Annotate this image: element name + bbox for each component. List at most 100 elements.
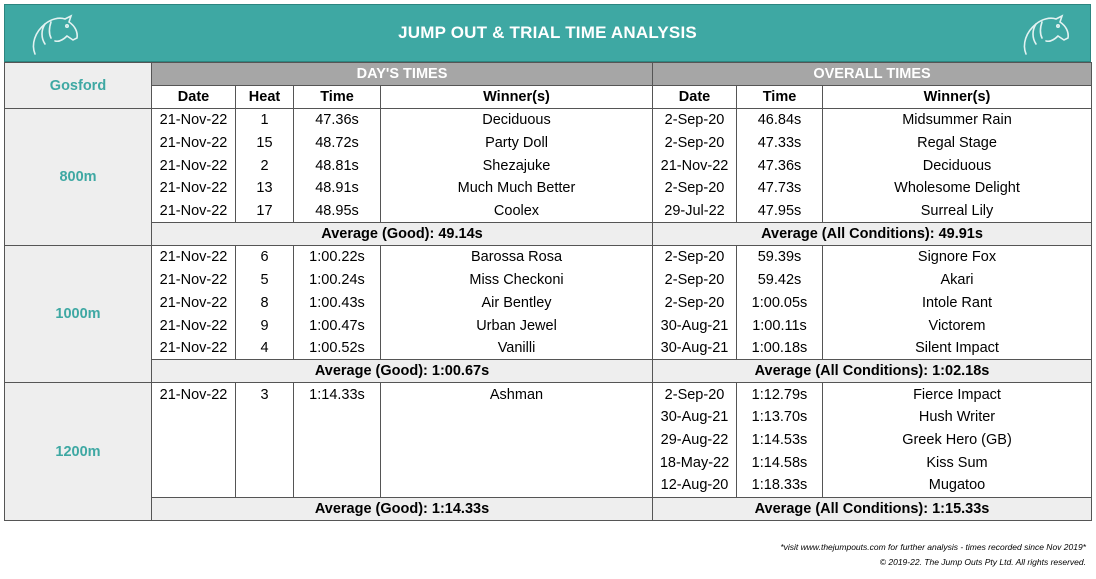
overall-date-cell: 30-Aug-21	[652, 405, 737, 429]
day-average: Average (Good): 1:00.67s	[151, 359, 653, 384]
column-header: Date	[151, 85, 236, 109]
day-date-cell: 21-Nov-22	[151, 177, 236, 200]
day-average: Average (Good): 1:14.33s	[151, 496, 653, 521]
column-header: Winner(s)	[380, 85, 653, 109]
overall-winner-cell: Midsummer Rain	[821, 108, 1093, 132]
overall-date-cell: 2-Sep-20	[652, 291, 737, 315]
day-heat-cell: 4	[235, 337, 294, 360]
day-heat-cell	[235, 451, 294, 475]
day-time-cell: 1:00.22s	[293, 245, 381, 269]
page-title: JUMP OUT & TRIAL TIME ANALYSIS	[398, 23, 697, 42]
overall-time-cell: 1:18.33s	[736, 474, 823, 498]
day-date-cell: 21-Nov-22	[151, 108, 236, 132]
day-time-cell: 1:00.52s	[293, 337, 381, 360]
table-row: 800m 21-Nov-22 1 47.36s Deciduous 2-Sep-20 46.…	[4, 107, 1093, 247]
overall-date-cell: 2-Sep-20	[652, 177, 737, 200]
day-time-cell: 1:14.33s	[293, 382, 381, 406]
table-row: 1200m 21-Nov-22 3 1:14.33s Ashman 2-Sep-20 1:1…	[4, 382, 1093, 521]
table-row: 21-Nov-22 13 48.91s Much Much Better 2-Sep-2…	[5, 177, 1093, 200]
day-winner-cell	[380, 451, 653, 475]
day-date-cell: 21-Nov-22	[151, 291, 236, 315]
day-date-cell: 21-Nov-22	[151, 245, 236, 269]
overall-times-header: OVERALL TIMES	[651, 62, 1093, 86]
overall-date-cell: 29-Aug-22	[652, 428, 737, 452]
day-winner-cell	[380, 405, 653, 429]
overall-time-cell: 47.95s	[736, 199, 823, 223]
table-row: 21-Nov-22 9 1:00.47s Urban Jewel 30-Aug-21 1:…	[5, 314, 1093, 338]
table-row: 18-May-22 1:14.58s Kiss Sum	[5, 451, 1093, 475]
day-time-cell	[293, 405, 381, 429]
day-time-cell	[293, 451, 381, 475]
overall-winner-cell: Silent Impact	[821, 337, 1093, 360]
day-heat-cell	[235, 405, 294, 429]
overall-winner-cell: Mugatoo	[821, 474, 1093, 498]
table-row: 21-Nov-22 15 48.72s Party Doll 2-Sep-20 47.33…	[5, 131, 1093, 155]
overall-winner-cell: Surreal Lily	[821, 199, 1093, 223]
day-winner-cell: Party Doll	[380, 131, 653, 155]
table-row: 1000m 21-Nov-22 6 1:00.22s Barossa Rosa 2-Sep…	[4, 245, 1093, 384]
column-header: Time	[736, 85, 823, 109]
horse-head-logo-icon	[1023, 14, 1069, 55]
overall-winner-cell: Regal Stage	[821, 131, 1093, 155]
overall-winner-cell: Signore Fox	[821, 245, 1093, 269]
day-winner-cell: Vanilli	[380, 337, 653, 360]
overall-winner-cell: Greek Hero (GB)	[821, 428, 1093, 452]
overall-time-cell: 1:00.18s	[736, 337, 823, 360]
column-header: Heat	[235, 85, 294, 109]
day-winner-cell: Urban Jewel	[380, 314, 653, 338]
copyright: © 2019-22. The Jump Outs Pty Ltd. All ri…	[879, 557, 1086, 567]
table-row: 30-Aug-21 1:13.70s Hush Writer	[5, 405, 1093, 429]
day-heat-cell: 6	[235, 245, 294, 269]
overall-time-cell: 1:14.58s	[736, 451, 823, 475]
day-time-cell: 48.81s	[293, 154, 381, 178]
table-row: 21-Nov-22 4 1:00.52s Vanilli 30-Aug-21 1:00.1…	[5, 337, 1093, 360]
day-time-cell	[293, 428, 381, 452]
overall-time-cell: 1:12.79s	[736, 382, 823, 406]
title-banner: JUMP OUT & TRIAL TIME ANALYSIS	[4, 4, 1091, 62]
distance-label: 800m	[4, 107, 152, 247]
day-winner-cell: Barossa Rosa	[380, 245, 653, 269]
overall-winner-cell: Victorem	[821, 314, 1093, 338]
overall-average: Average (All Conditions): 49.91s	[651, 222, 1093, 247]
times-table: Gosford DAY'S TIMES OVERALL TIMES Date H…	[4, 62, 1093, 521]
overall-date-cell: 18-May-22	[652, 451, 737, 475]
day-heat-cell: 9	[235, 314, 294, 338]
day-time-cell	[293, 474, 381, 498]
day-heat-cell: 3	[235, 382, 294, 406]
day-date-cell	[151, 474, 236, 498]
overall-time-cell: 59.42s	[736, 268, 823, 292]
column-header: Date	[652, 85, 737, 109]
day-winner-cell	[380, 428, 653, 452]
day-heat-cell: 2	[235, 154, 294, 178]
day-winner-cell: Ashman	[380, 382, 653, 406]
overall-winner-cell: Kiss Sum	[821, 451, 1093, 475]
day-date-cell: 21-Nov-22	[151, 314, 236, 338]
average-row: Average (Good): 1:14.33s Average (All Con…	[5, 496, 1093, 521]
day-winner-cell	[380, 474, 653, 498]
overall-average: Average (All Conditions): 1:02.18s	[651, 359, 1093, 384]
day-time-cell: 48.95s	[293, 199, 381, 223]
day-time-cell: 1:00.47s	[293, 314, 381, 338]
day-date-cell	[151, 451, 236, 475]
overall-date-cell: 2-Sep-20	[652, 268, 737, 292]
day-heat-cell	[235, 428, 294, 452]
overall-time-cell: 1:14.53s	[736, 428, 823, 452]
overall-date-cell: 21-Nov-22	[652, 154, 737, 178]
day-time-cell: 48.72s	[293, 131, 381, 155]
column-header: Winner(s)	[821, 85, 1093, 109]
table-row: 29-Aug-22 1:14.53s Greek Hero (GB)	[5, 428, 1093, 452]
day-date-cell	[151, 428, 236, 452]
overall-date-cell: 2-Sep-20	[652, 108, 737, 132]
table-row: 21-Nov-22 17 48.95s Coolex 29-Jul-22 47.95s Su…	[5, 199, 1093, 223]
table-row: 21-Nov-22 2 48.81s Shezajuke 21-Nov-22 47.36s…	[5, 154, 1093, 178]
overall-date-cell: 30-Aug-21	[652, 314, 737, 338]
track-name: Gosford	[4, 62, 152, 109]
overall-date-cell: 12-Aug-20	[652, 474, 737, 498]
day-heat-cell: 1	[235, 108, 294, 132]
day-time-cell: 1:00.24s	[293, 268, 381, 292]
day-average: Average (Good): 49.14s	[151, 222, 653, 247]
day-date-cell: 21-Nov-22	[151, 154, 236, 178]
days-times-header: DAY'S TIMES	[151, 62, 653, 86]
overall-date-cell: 29-Jul-22	[652, 199, 737, 223]
overall-date-cell: 2-Sep-20	[652, 382, 737, 406]
